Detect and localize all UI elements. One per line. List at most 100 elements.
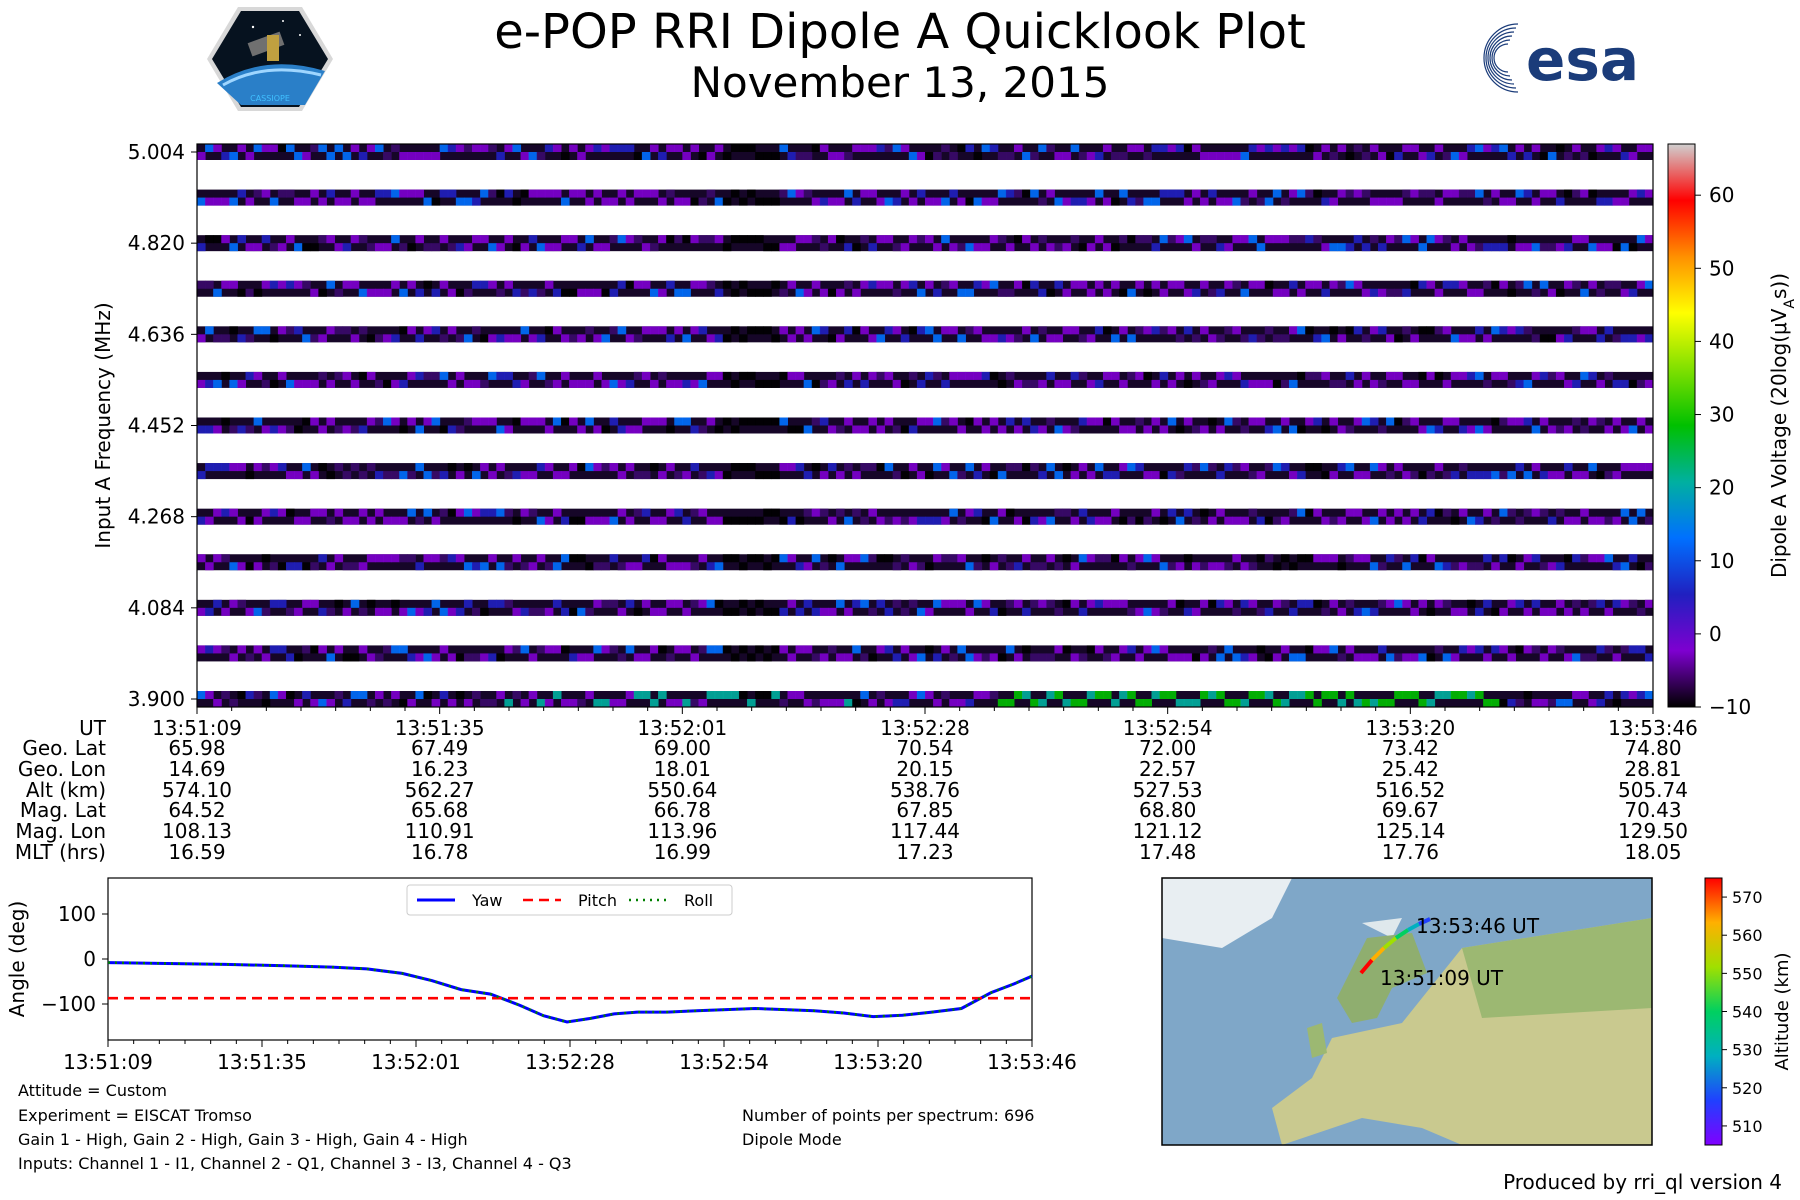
- spectrogram-cell: [366, 334, 376, 343]
- spectrogram-cell: [787, 425, 797, 434]
- spectrogram-cell: [1046, 243, 1055, 252]
- spectrogram-cell: [609, 197, 619, 206]
- spectrogram-cell: [836, 235, 845, 244]
- spectrogram-cell: [1167, 326, 1177, 335]
- spectrogram-cell: [439, 425, 449, 434]
- spectrogram-cell: [197, 691, 206, 699]
- spectrogram-cell: [277, 508, 287, 517]
- spectrogram-cell: [633, 152, 643, 160]
- spectrogram-cell: [1580, 653, 1589, 662]
- spectrogram-cell: [852, 197, 861, 206]
- spectrogram-cell: [730, 653, 740, 662]
- spectrogram-cell: [1580, 508, 1589, 517]
- spectrogram-cell: [1329, 554, 1339, 563]
- spectrogram-cell: [1596, 197, 1605, 206]
- spectrogram-cell: [472, 235, 481, 244]
- spectrogram-cell: [884, 463, 894, 472]
- spectrogram-cell: [1531, 554, 1541, 563]
- spectrogram-cell: [1272, 379, 1282, 388]
- spectrogram-cell: [1102, 288, 1112, 297]
- spectrogram-cell: [836, 699, 845, 707]
- spectrogram-cell: [472, 379, 481, 388]
- spectrogram-cell: [1369, 288, 1379, 297]
- spectrogram-cell: [1191, 516, 1201, 525]
- attitude-xtick-label: 13:53:46: [987, 1050, 1077, 1074]
- spectrogram-cell: [868, 508, 877, 517]
- spectrogram-cell: [1580, 326, 1589, 335]
- spectrogram-cell: [965, 699, 975, 707]
- spectrogram-cell: [1191, 607, 1201, 616]
- spectrogram-cell: [1547, 152, 1557, 160]
- spectrogram-cell: [269, 463, 279, 472]
- spectrogram-cell: [229, 699, 238, 707]
- spectrogram-cell: [981, 371, 991, 380]
- spectrogram-cell: [1264, 197, 1274, 206]
- spectrogram-cell: [237, 425, 247, 434]
- spectrogram-cell: [1628, 243, 1638, 252]
- spectrogram-cell: [787, 599, 797, 608]
- spectrogram-cell: [1240, 197, 1250, 206]
- spectrogram-cell: [1644, 189, 1654, 198]
- spectrogram-cell: [237, 288, 247, 297]
- spectrogram-cell: [682, 699, 691, 707]
- spectrogram-cell: [1111, 334, 1120, 343]
- spectrogram-cell: [1151, 144, 1161, 152]
- footer-credit: Produced by rri_ql version 4: [1503, 1170, 1782, 1194]
- spectrogram-cell: [1240, 599, 1250, 608]
- spectrogram-cell: [1475, 516, 1484, 525]
- spectrogram-cell: [342, 280, 352, 289]
- spectrogram-cell: [1272, 599, 1282, 608]
- spectrogram-cell: [229, 653, 238, 662]
- spectrogram-cell: [504, 280, 513, 289]
- spectrogram-cell: [771, 691, 780, 699]
- spectrogram-cell: [1466, 425, 1476, 434]
- spectrogram-cell: [1596, 471, 1605, 480]
- spectrogram-cell: [261, 425, 271, 434]
- spectrogram-cell: [1507, 288, 1516, 297]
- spectrogram-cell: [836, 288, 845, 297]
- spectrogram-cell: [1200, 691, 1209, 699]
- spectrogram-cell: [1313, 699, 1322, 707]
- spectrogram-cell: [1297, 508, 1306, 517]
- spectrogram-cell: [908, 516, 918, 525]
- spectrogram-cell: [811, 280, 821, 289]
- spectrogram-cell: [1054, 607, 1064, 616]
- spectrogram-cell: [1200, 562, 1209, 571]
- spectrogram-cell: [1588, 280, 1597, 289]
- spectrogram-cell: [916, 417, 926, 426]
- spectrogram-cell: [1102, 516, 1112, 525]
- spectrogram-cell: [1588, 653, 1597, 662]
- spectrogram-cell: [706, 334, 716, 343]
- spectrogram-cell: [755, 197, 764, 206]
- spectrogram-cell: [1038, 471, 1047, 480]
- spectrogram-cell: [1054, 280, 1064, 289]
- spectrogram-cell: [1555, 243, 1565, 252]
- spectrogram-cell: [1450, 417, 1460, 426]
- spectrogram-cell: [941, 599, 950, 608]
- spectrogram-cell: [1305, 691, 1314, 699]
- spectrogram-cell: [1329, 471, 1339, 480]
- spectrogram-cell: [852, 425, 861, 434]
- spectrogram-cell: [1531, 243, 1541, 252]
- spectrogram-cell: [245, 425, 255, 434]
- spectrogram-cell: [1564, 607, 1573, 616]
- spectrogram-cell: [1547, 334, 1557, 343]
- spectrogram-cell: [1588, 699, 1597, 707]
- spectrogram-cell: [1135, 463, 1144, 472]
- spectrogram-cell: [1159, 371, 1169, 380]
- spectrogram-cell: [447, 699, 457, 707]
- spectrogram-cell: [1208, 379, 1217, 388]
- spectrogram-cell: [1232, 197, 1241, 206]
- spectrogram-cell: [350, 144, 360, 152]
- spectrogram-cell: [480, 379, 489, 388]
- spectrogram-cell: [463, 243, 473, 252]
- spectrogram-cell: [334, 645, 344, 654]
- spectrogram-cell: [738, 280, 748, 289]
- spectrogram-cell: [213, 599, 222, 608]
- spectrogram-cell: [973, 653, 983, 662]
- spectrogram-cell: [285, 691, 295, 699]
- spectrogram-cell: [860, 599, 869, 608]
- spectrogram-cell: [310, 645, 319, 654]
- spectrogram-cell: [1013, 379, 1023, 388]
- spectrogram-cell: [1151, 326, 1161, 335]
